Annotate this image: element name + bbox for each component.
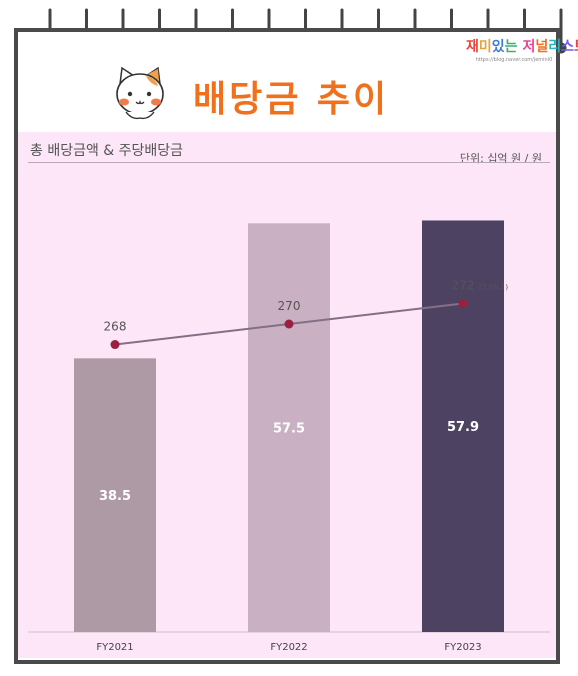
page-title: 배당금 추이 xyxy=(193,79,390,120)
x-tick-label: FY2023 xyxy=(444,642,481,653)
bar-value-label: 57.9 xyxy=(447,420,479,435)
dps-value-label: 270 xyxy=(278,299,301,313)
bar-fy2022 xyxy=(248,223,330,633)
bar-value-label: 38.5 xyxy=(99,489,131,504)
bar-fy2023 xyxy=(422,220,504,633)
chart-title: 총 배당금액 & 주당배당금 xyxy=(30,143,184,159)
bar-fy2021 xyxy=(74,358,156,632)
dps-value-label: 268 xyxy=(104,320,127,334)
dps-point xyxy=(110,340,120,350)
dps-point xyxy=(458,298,468,308)
cat-mascot-icon xyxy=(116,66,164,120)
unit-label: 단위: 십억 원 / 원 xyxy=(459,152,542,165)
x-tick-label: FY2022 xyxy=(270,642,307,653)
dps-point xyxy=(284,319,294,329)
blog-url: https://blog.naver.com/jemini0 xyxy=(475,57,553,63)
dps-value-label: 272 xyxy=(452,278,475,292)
blog-logo: 재미있는 저널리스트 https://blog.naver.com/jemini… xyxy=(466,36,578,63)
bar-value-label: 57.5 xyxy=(273,422,305,437)
growth-annotation: (7.2%↑) xyxy=(479,283,508,291)
title-divider xyxy=(28,162,550,163)
blog-name: 재미있는 저널리스트 xyxy=(466,39,578,55)
x-tick-label: FY2021 xyxy=(96,642,133,653)
